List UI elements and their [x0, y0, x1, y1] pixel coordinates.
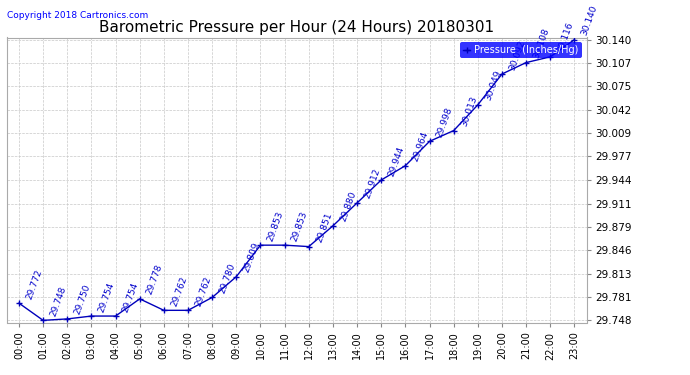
Text: 29.964: 29.964 [411, 130, 430, 163]
Text: 29.853: 29.853 [266, 210, 285, 242]
Text: 30.116: 30.116 [556, 21, 575, 54]
Text: 29.851: 29.851 [315, 211, 333, 244]
Text: 30.092: 30.092 [508, 39, 526, 71]
Text: 30.140: 30.140 [580, 4, 599, 37]
Text: 29.754: 29.754 [97, 281, 116, 313]
Text: 29.780: 29.780 [218, 262, 237, 295]
Text: 29.809: 29.809 [242, 241, 261, 274]
Text: 29.853: 29.853 [290, 210, 309, 242]
Text: 29.912: 29.912 [363, 168, 382, 200]
Text: 29.998: 29.998 [435, 106, 454, 138]
Text: 29.772: 29.772 [25, 268, 43, 300]
Text: 29.750: 29.750 [73, 284, 92, 316]
Text: 29.880: 29.880 [339, 190, 357, 223]
Text: 30.013: 30.013 [460, 95, 478, 128]
Title: Barometric Pressure per Hour (24 Hours) 20180301: Barometric Pressure per Hour (24 Hours) … [99, 20, 494, 35]
Text: 29.754: 29.754 [121, 281, 140, 313]
Text: 29.762: 29.762 [170, 275, 188, 308]
Text: 29.748: 29.748 [49, 285, 68, 318]
Text: 30.108: 30.108 [532, 27, 551, 60]
Legend: Pressure  (Inches/Hg): Pressure (Inches/Hg) [460, 42, 582, 58]
Text: Copyright 2018 Cartronics.com: Copyright 2018 Cartronics.com [7, 11, 148, 20]
Text: 29.778: 29.778 [146, 263, 164, 296]
Text: 29.944: 29.944 [387, 145, 406, 177]
Text: 29.762: 29.762 [194, 275, 213, 308]
Text: 30.049: 30.049 [484, 69, 502, 102]
